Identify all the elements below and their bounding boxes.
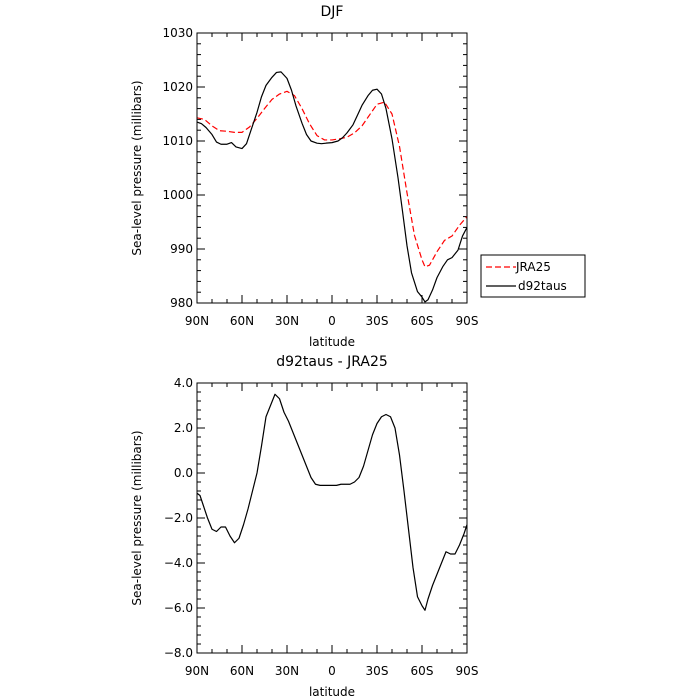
bottom-x-axis-label: latitude	[309, 685, 355, 699]
legend: JRA25 d92taus	[480, 254, 586, 298]
bottom-y-tick-label: 2.0	[174, 421, 193, 435]
top-x-tick-label: 60S	[411, 314, 434, 328]
bottom-plot-frame	[196, 382, 468, 654]
bottom-y-axis-label: Sea-level pressure (millibars)	[130, 430, 144, 605]
bottom-y-tick-label: −6.0	[164, 601, 193, 615]
top-panel: DJF 90N 60N 30N 0 30S 60S 90S 980 990 1000 1010 102…	[130, 4, 586, 349]
top-y-tick-label: 1030	[162, 26, 193, 40]
bottom-x-tick-label: 90S	[456, 664, 479, 678]
top-x-tick-label: 0	[328, 314, 336, 328]
legend-label-d92taus: d92taus	[518, 279, 567, 293]
bottom-x-tick-label: 90N	[185, 664, 209, 678]
top-y-tick-label: 990	[170, 242, 193, 256]
top-axes-group: 90N 60N 30N 0 30S 60S 90S 980 990 1000 1010 1020 103…	[162, 26, 478, 328]
top-y-tick-label: 1020	[162, 80, 193, 94]
top-x-tick-label: 90S	[456, 314, 479, 328]
bottom-x-tick-label: 60N	[230, 664, 254, 678]
top-series-group	[196, 71, 468, 303]
bottom-series-group	[196, 393, 468, 611]
top-y-axis-label: Sea-level pressure (millibars)	[130, 80, 144, 255]
top-series-line-jra25	[196, 90, 468, 268]
top-series-line-d92taus	[196, 71, 468, 303]
top-x-tick-label: 90N	[185, 314, 209, 328]
bottom-y-tick-label: 4.0	[174, 376, 193, 390]
bottom-x-tick-label: 30S	[366, 664, 389, 678]
top-y-tick-label: 980	[170, 296, 193, 310]
top-plot-frame	[196, 32, 468, 304]
bottom-y-tick-label: −2.0	[164, 511, 193, 525]
bottom-series-line-d92taus-jra25	[196, 393, 468, 611]
top-chart-title: DJF	[321, 4, 344, 20]
bottom-panel: d92taus - JRA25 90N 60N 30N 0 30S 60S 90S −8.0 −…	[130, 354, 478, 699]
bottom-x-tick-label: 60S	[411, 664, 434, 678]
top-x-axis-label: latitude	[309, 335, 355, 349]
bottom-x-tick-label: 0	[328, 664, 336, 678]
bottom-y-tick-label: −4.0	[164, 556, 193, 570]
top-y-tick-label: 1010	[162, 134, 193, 148]
top-y-tick-label: 1000	[162, 188, 193, 202]
bottom-y-tick-label: −8.0	[164, 646, 193, 660]
top-x-tick-label: 30N	[275, 314, 299, 328]
bottom-x-tick-label: 30N	[275, 664, 299, 678]
top-x-tick-label: 60N	[230, 314, 254, 328]
legend-box	[480, 254, 586, 298]
legend-label-jra25: JRA25	[515, 260, 551, 274]
top-x-tick-label: 30S	[366, 314, 389, 328]
bottom-chart-title: d92taus - JRA25	[276, 354, 388, 370]
bottom-axes-group: 90N 60N 30N 0 30S 60S 90S −8.0 −6.0 −4.0 −2.0 0.0 2.…	[164, 376, 479, 678]
bottom-y-tick-label: 0.0	[174, 466, 193, 480]
